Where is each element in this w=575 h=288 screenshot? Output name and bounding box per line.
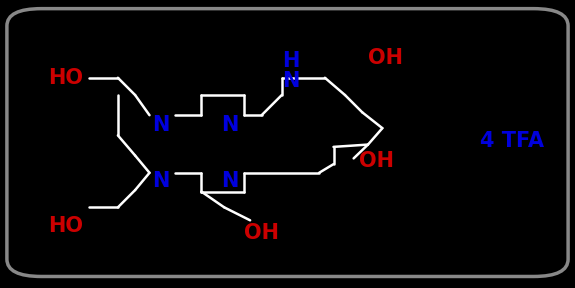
Text: HO: HO — [49, 216, 83, 236]
Text: OH: OH — [368, 48, 402, 68]
Text: N: N — [221, 115, 239, 135]
Text: H
N: H N — [282, 51, 299, 90]
Text: OH: OH — [359, 151, 394, 171]
Text: 4 TFA: 4 TFA — [480, 131, 544, 151]
Text: N: N — [152, 115, 170, 135]
Text: OH: OH — [244, 223, 279, 243]
Text: HO: HO — [49, 68, 83, 88]
Text: N: N — [221, 171, 239, 192]
Text: N: N — [152, 171, 170, 192]
